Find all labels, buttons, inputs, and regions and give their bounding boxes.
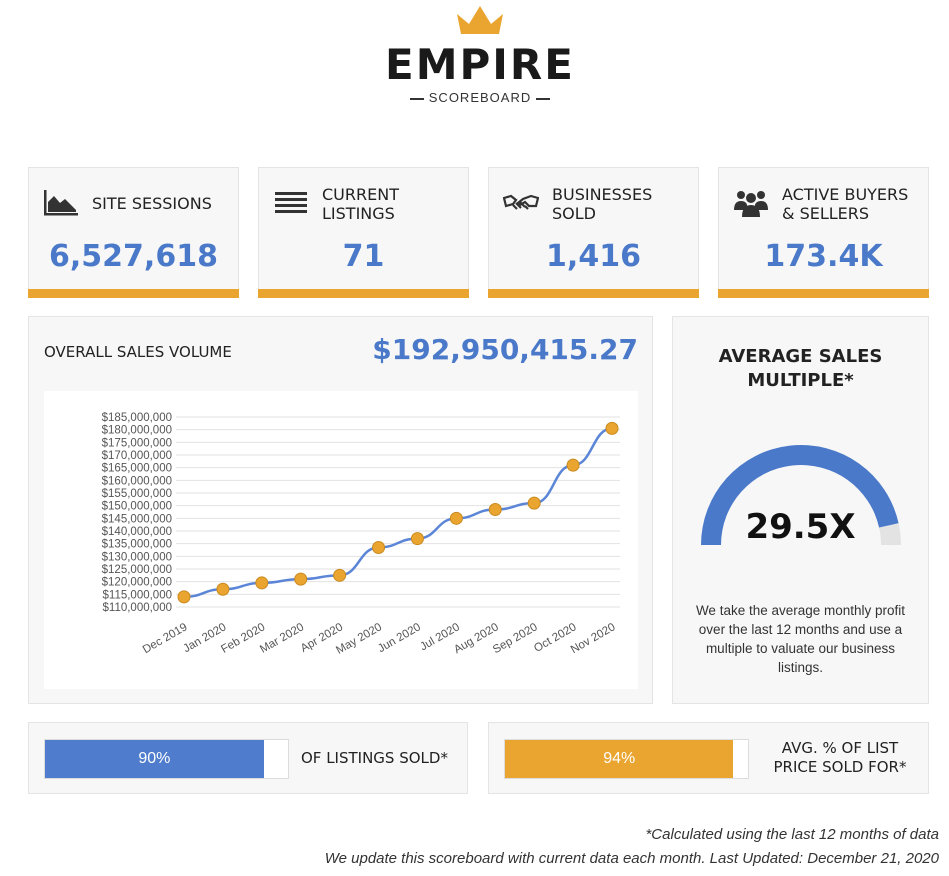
footnote-update: We update this scoreboard with current d… (324, 850, 939, 867)
stat-value: 173.4K (764, 239, 883, 274)
x-tick-label: Mar 2020 (258, 621, 306, 656)
stat-card-current-listings: CURRENT LISTINGS 71 (258, 167, 469, 298)
crown-icon (457, 6, 503, 34)
stat-accent-bar (28, 289, 239, 298)
sales-multiple-panel: AVERAGE SALES MULTIPLE* 29.5X We take the… (672, 316, 929, 704)
x-tick-label: Sep 2020 (491, 621, 540, 656)
y-tick-label: $185,000,000 (102, 412, 172, 424)
progress-label: OF LISTINGS SOLD* (301, 749, 448, 767)
listings-sold-panel: 90% OF LISTINGS SOLD* (28, 722, 468, 794)
stat-label: CURRENT LISTINGS (322, 185, 399, 223)
x-tick-label: Dec 2019 (141, 621, 190, 656)
sales-series-line (183, 427, 613, 599)
stat-value: 6,527,618 (49, 239, 218, 274)
gauge-track (879, 523, 901, 545)
y-tick-label: $160,000,000 (102, 475, 172, 487)
y-tick-label: $130,000,000 (102, 551, 172, 563)
y-tick-label: $135,000,000 (102, 539, 172, 551)
stat-accent-bar (718, 289, 929, 298)
y-tick-label: $150,000,000 (102, 501, 172, 513)
sales-data-point (410, 532, 424, 546)
stat-label: SITE SESSIONS (92, 194, 212, 213)
footnote-calculation: *Calculated using the last 12 months of … (645, 826, 939, 843)
sales-volume-panel: OVERALL SALES VOLUME $192,950,415.27 $11… (28, 316, 653, 704)
sales-data-point (255, 576, 269, 590)
logo-wordmark: EMPIRE (385, 40, 575, 89)
sales-volume-title: OVERALL SALES VOLUME (44, 343, 232, 361)
list-price-panel: 94% AVG. % OF LIST PRICE SOLD FOR* (488, 722, 929, 794)
listings-sold-progress: 90% (44, 739, 289, 779)
list-lines-icon (275, 192, 307, 213)
progress-fill (45, 740, 264, 778)
sales-data-point (527, 496, 541, 510)
gauge-fill (701, 444, 899, 545)
stat-card-active-buyers-sellers: ACTIVE BUYERS & SELLERS 173.4K (718, 167, 929, 298)
empire-logo: EMPIRE SCOREBOARD (370, 0, 590, 112)
stat-accent-bar (488, 289, 699, 298)
sales-multiple-title: AVERAGE SALES MULTIPLE* (718, 346, 883, 391)
stat-label: ACTIVE BUYERS & SELLERS (782, 185, 909, 223)
x-tick-label: Jun 2020 (376, 621, 423, 655)
stat-accent-bar (258, 289, 469, 298)
y-tick-label: $155,000,000 (102, 488, 172, 500)
sales-multiple-gauge (701, 444, 901, 545)
sales-multiple-description: We take the average monthly profit over … (695, 603, 906, 675)
progress-label: AVG. % OF LIST PRICE SOLD FOR* (773, 739, 907, 776)
sales-data-point (449, 511, 463, 525)
sales-line-chart: $110,000,000$115,000,000$120,000,000$125… (102, 412, 620, 657)
area-chart-icon (44, 190, 78, 216)
stat-label: BUSINESSES SOLD (552, 185, 653, 223)
sales-data-point (177, 590, 191, 604)
handshake-icon (503, 194, 539, 210)
sales-volume-amount: $192,950,415.27 (372, 333, 638, 366)
stat-value: 71 (342, 239, 385, 274)
sales-data-point (372, 540, 386, 554)
sales-data-point (294, 572, 308, 586)
people-group-icon (734, 191, 768, 217)
stat-card-site-sessions: SITE SESSIONS 6,527,618 (28, 167, 239, 298)
logo-subtitle: SCOREBOARD (370, 90, 590, 105)
list-price-progress: 94% (504, 739, 749, 779)
x-tick-label: Nov 2020 (569, 621, 618, 656)
sales-multiple-value: 29.5X (745, 507, 856, 547)
stat-card-businesses-sold: BUSINESSES SOLD 1,416 (488, 167, 699, 298)
y-tick-label: $180,000,000 (102, 425, 172, 437)
progress-percent: 90% (138, 750, 171, 767)
y-tick-label: $125,000,000 (102, 564, 172, 576)
y-tick-label: $110,000,000 (103, 602, 173, 614)
y-tick-label: $115,000,000 (103, 589, 173, 601)
sales-data-point (605, 421, 619, 435)
sales-data-point (333, 568, 347, 582)
y-tick-label: $145,000,000 (102, 513, 172, 525)
y-tick-label: $140,000,000 (102, 526, 172, 538)
sales-volume-chart: $110,000,000 $115,000,000 $120,000,000 $125… (44, 391, 638, 689)
y-tick-label: $165,000,000 (102, 463, 172, 475)
sales-data-point (216, 582, 230, 596)
sales-data-point (488, 502, 502, 516)
progress-percent: 94% (603, 750, 636, 767)
progress-fill (505, 740, 734, 778)
stat-value: 1,416 (546, 239, 641, 274)
sales-data-point (566, 458, 580, 472)
y-tick-label: $170,000,000 (102, 450, 172, 462)
y-tick-label: $175,000,000 (102, 437, 172, 449)
y-tick-label: $120,000,000 (102, 577, 172, 589)
